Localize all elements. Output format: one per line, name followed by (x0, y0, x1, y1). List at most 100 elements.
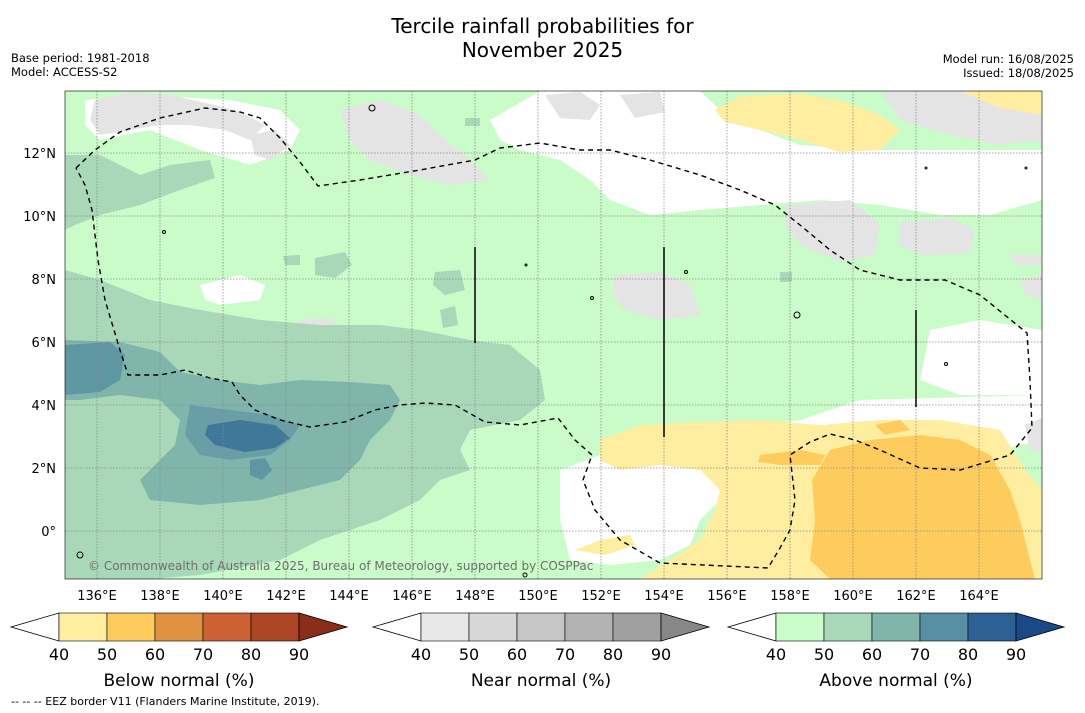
map-panel (65, 91, 1042, 579)
x-tick-label: 148°E (455, 589, 495, 604)
colorbars: 40 50 60 70 80 90 Below normal (%) 40 50 60 70 80 90… (9, 612, 1066, 691)
map-title: Tercile rainfall probabilities for Novem… (0, 14, 1085, 62)
colorbar-tick-label: 90 (1006, 645, 1026, 664)
near-normal-patch-10 (1010, 255, 1042, 265)
colorbar-tick-label: 60 (507, 645, 527, 664)
y-tick-label: 2°N (32, 462, 57, 477)
colorbar-segment (967, 612, 1017, 642)
colorbar-label: Below normal (%) (104, 671, 255, 691)
x-axis-labels: 136°E 138°E 140°E 142°E 144°E 146°E 148°E 150°E… (77, 589, 999, 604)
x-tick-label: 152°E (581, 589, 621, 604)
colorbar-segment (775, 612, 825, 642)
colorbar-segment (468, 612, 518, 642)
above-normal-70-patch (250, 458, 272, 480)
below-normal-patch-north-east (960, 91, 1042, 115)
x-tick-label: 154°E (644, 589, 684, 604)
colorbar-tick-label: 50 (459, 645, 479, 664)
colorbar-tick-label: 50 (97, 645, 117, 664)
colorbar-label: Near normal (%) (471, 671, 611, 691)
colorbar-extend-low (9, 612, 60, 642)
colorbar-segment (58, 612, 108, 642)
y-tick-label: 6°N (32, 336, 57, 351)
near-normal-patch-12 (1025, 418, 1042, 452)
colorbar-tick-label: 70 (555, 645, 575, 664)
colorbar-extend-high (660, 612, 711, 642)
neutral-area-north (490, 91, 1042, 215)
model-info: Base period: 1981-2018 Model: ACCESS-S2 (11, 51, 150, 79)
copyright-text: © Commonwealth of Australia 2025, Bureau… (88, 559, 593, 573)
colorbar-tick-label: 60 (145, 645, 165, 664)
colorbar-tick-label: 40 (49, 645, 69, 664)
below-normal-60-patch (758, 450, 825, 465)
base-period: Base period: 1981-2018 (11, 51, 150, 65)
run-info: Model run: 16/08/2025 Issued: 18/08/2025 (943, 52, 1074, 80)
x-tick-label: 140°E (203, 589, 243, 604)
above-normal-80-area (205, 420, 290, 452)
near-normal-patch-1 (90, 92, 265, 140)
above-normal-50-patch-5 (780, 272, 792, 282)
above-normal-50-area (65, 155, 215, 230)
model-name: Model: ACCESS-S2 (11, 65, 118, 79)
x-tick-label: 144°E (329, 589, 369, 604)
islands (76, 104, 1028, 578)
colorbar-segment (420, 612, 470, 642)
above-normal-70-area (65, 342, 125, 395)
above-normal-50-patch-3 (440, 306, 458, 328)
colorbar-2: 40 50 60 70 80 90 Above normal (%) (726, 612, 1066, 691)
colorbar-tick-label: 80 (958, 645, 978, 664)
colorbar-tick-label: 40 (411, 645, 431, 664)
model-run-date: Model run: 16/08/2025 (942, 52, 1074, 66)
x-tick-label: 142°E (266, 589, 306, 604)
above-normal-50-patch-6 (465, 118, 480, 126)
title-line-1: Tercile rainfall probabilities for (391, 14, 694, 38)
above-normal-50-patch-2 (433, 270, 465, 295)
colorbar-segment (250, 612, 300, 642)
colorbar-label: Above normal (%) (819, 671, 972, 691)
colorbar-tick-label: 50 (814, 645, 834, 664)
y-tick-label: 12°N (23, 147, 56, 162)
below-normal-60-area (810, 435, 1035, 579)
colorbar-segment (823, 612, 873, 642)
region-boundaries (474, 247, 917, 437)
colorbar-tick-label: 70 (193, 645, 213, 664)
colorbar-tick-label: 80 (241, 645, 261, 664)
neutral-area-west (200, 275, 265, 305)
colorbar-tick-label: 90 (651, 645, 671, 664)
colorbar-segment (516, 612, 566, 642)
colorbar-tick-label: 60 (862, 645, 882, 664)
y-axis-labels: 12°N 10°N 8°N 6°N 4°N 2°N 0° (23, 147, 56, 540)
x-tick-label: 160°E (833, 589, 873, 604)
near-normal-patch-7 (898, 218, 975, 256)
colorbar-0: 40 50 60 70 80 90 Below normal (%) (9, 612, 349, 691)
colorbar-segment (106, 612, 156, 642)
x-tick-label: 164°E (959, 589, 999, 604)
colorbar-extend-high (298, 612, 349, 642)
colorbar-segment (919, 612, 969, 642)
eez-footnote: -- -- -- EEZ border V11 (Flanders Marine… (11, 695, 320, 708)
colorbar-segment (154, 612, 204, 642)
x-tick-label: 158°E (770, 589, 810, 604)
colorbar-tick-label: 70 (910, 645, 930, 664)
colorbar-segment (871, 612, 921, 642)
colorbar-extend-high (1015, 612, 1066, 642)
colorbar-segment (202, 612, 252, 642)
near-normal-patch-11 (1020, 275, 1042, 300)
x-tick-label: 138°E (140, 589, 180, 604)
colorbar-extend-low (371, 612, 422, 642)
near-normal-patch-8 (612, 272, 700, 320)
x-tick-label: 150°E (518, 589, 558, 604)
x-tick-label: 136°E (77, 589, 117, 604)
map-frame (64, 90, 1043, 580)
colorbar-tick-label: 40 (766, 645, 786, 664)
eez-borders (75, 107, 1033, 569)
colorbar-segment (612, 612, 662, 642)
below-normal-patch-north (715, 94, 900, 152)
above-normal-50-patch-1 (315, 252, 352, 278)
colorbar-tick-label: 80 (603, 645, 623, 664)
x-tick-label: 162°E (896, 589, 936, 604)
above-normal-50-patch-4 (283, 255, 300, 265)
y-tick-label: 4°N (32, 399, 57, 414)
x-tick-label: 156°E (707, 589, 747, 604)
y-tick-label: 0° (41, 525, 56, 540)
